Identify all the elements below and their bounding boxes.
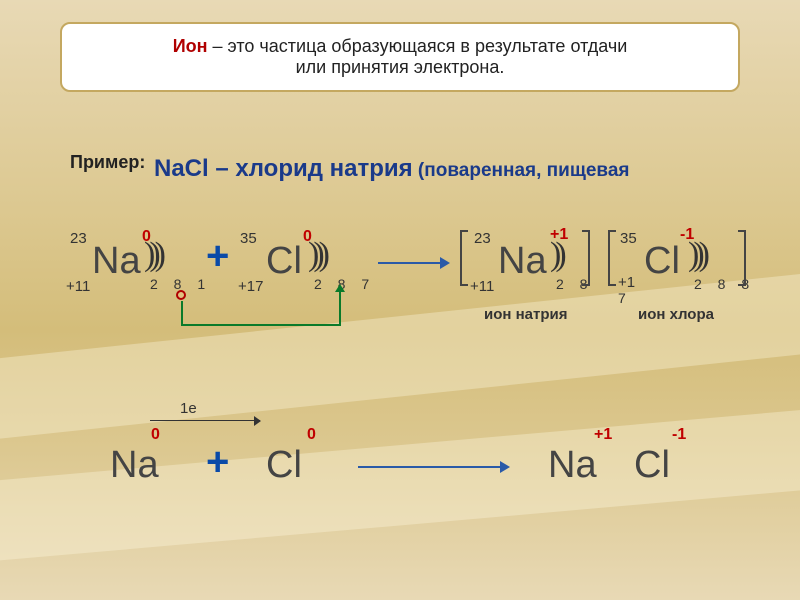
reaction-row-shells: 23 +11 Na 0 ))) 2 8 1 + 35 +17 Cl 0 ))) …: [0, 220, 800, 360]
plus-row1: +: [206, 234, 229, 279]
cl-ion-atomic-num-a: +1: [618, 274, 635, 291]
reaction-row-simple: 1е 0 Na + 0 Cl +1 Na -1 Cl: [0, 400, 800, 520]
transfer-electron-dot: [176, 290, 186, 300]
cl-symbol: Cl: [266, 240, 302, 283]
na-ion-ox: +1: [550, 226, 568, 244]
na2-ox: 0: [151, 426, 160, 444]
electron-arrow: [150, 420, 260, 421]
definition-box: Ион – это частица образующаяся в результ…: [60, 22, 740, 92]
cl-ion-bracket-l: [608, 230, 616, 286]
example-label: Пример:: [70, 152, 145, 173]
na-mass: 23: [70, 230, 87, 247]
cl-ion-symbol: Cl: [644, 240, 680, 283]
compound-name: хлорид натрия: [235, 155, 412, 182]
formula: NaCl: [154, 155, 209, 182]
transfer-arrowhead: [335, 284, 345, 292]
na-atomic-num: +11: [66, 278, 90, 295]
plus-row2: +: [206, 440, 229, 485]
na-prod-ox: +1: [594, 426, 612, 444]
na-ion-symbol: Na: [498, 240, 547, 283]
term-ion: Ион: [173, 36, 208, 56]
cl-atomic-num: +17: [238, 278, 263, 295]
cl2-ox: 0: [307, 426, 316, 444]
cl-shells: ))): [308, 236, 324, 274]
na-shells: ))): [144, 236, 160, 274]
electron-label: 1е: [180, 400, 197, 417]
compound-paren: (поваренная, пищевая: [413, 160, 630, 181]
cl-mass: 35: [240, 230, 257, 247]
transfer-line: [181, 301, 183, 325]
cl-ion-atomic-num-b: 7: [618, 290, 626, 306]
definition-text-2: или принятия электрона.: [296, 57, 505, 77]
cl-ion-label: ион хлора: [638, 306, 714, 323]
na-ion-label: ион натрия: [484, 306, 568, 323]
definition-text-1: – это частица образующаяся в результате …: [208, 36, 628, 56]
na-ion-atomic-num: +11: [470, 278, 494, 295]
transfer-line-h: [181, 324, 341, 326]
na-ion-bracket-r: [582, 230, 590, 286]
cl-prod-symbol: Cl: [634, 444, 670, 487]
slide: Ион – это частица образующаяся в результ…: [0, 0, 800, 600]
na-symbol: Na: [92, 240, 141, 283]
na-prod-symbol: Na: [548, 444, 597, 487]
cl-ion-ox: -1: [680, 226, 694, 244]
reaction-arrow-row2: [358, 466, 508, 468]
cl-prod-ox: -1: [672, 426, 686, 444]
na-ion-bracket-l: [460, 230, 468, 286]
compound-title: NaCl – хлорид натрия (поваренная, пищева…: [154, 155, 630, 183]
cl-ion-mass: 35: [620, 230, 637, 247]
na2-symbol: Na: [110, 444, 159, 487]
dash: –: [209, 155, 236, 182]
reaction-arrow-row1: [378, 262, 448, 264]
transfer-line-v2: [339, 292, 341, 325]
cl2-symbol: Cl: [266, 444, 302, 487]
na-ion-mass: 23: [474, 230, 491, 247]
cl-ion-bracket-r: [738, 230, 746, 286]
